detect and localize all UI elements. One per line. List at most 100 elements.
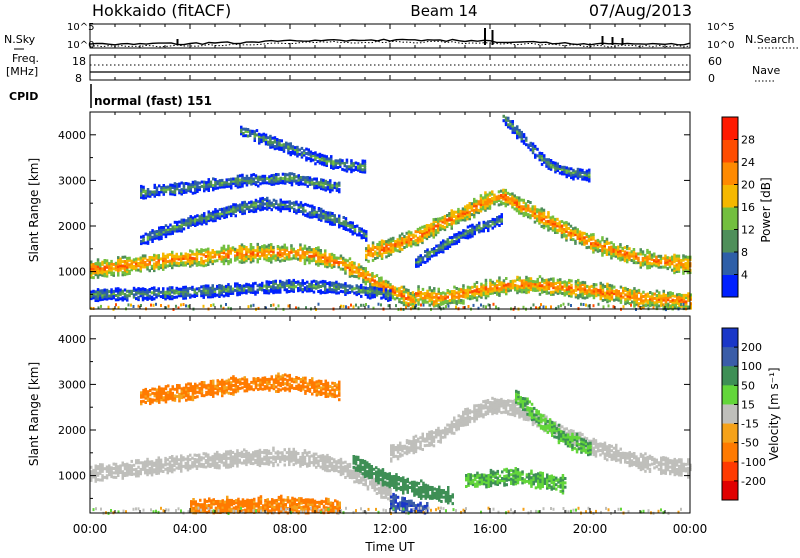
echo-cell	[189, 294, 192, 297]
echo-cell	[196, 181, 199, 184]
echo-cell	[172, 184, 175, 187]
echo-cell	[201, 214, 204, 217]
echo-cell	[174, 221, 177, 224]
echo-cell	[254, 249, 257, 252]
echo-cell	[237, 175, 240, 178]
echo-cell	[669, 291, 672, 294]
echo-cell	[272, 141, 275, 144]
echo-cell	[365, 230, 368, 233]
echo-cell	[631, 290, 634, 293]
echo-cell	[304, 282, 307, 285]
echo-cell	[240, 126, 243, 129]
echo-cell	[142, 235, 145, 238]
echo-cell	[97, 478, 100, 481]
echo-cell	[493, 194, 496, 197]
echo-cell	[316, 211, 319, 214]
echo-cell	[248, 206, 251, 209]
echo-cell	[534, 205, 537, 208]
echo-cell	[469, 202, 472, 205]
echo-cell	[555, 282, 558, 285]
echo-cell	[124, 293, 127, 296]
echo-cell	[347, 289, 350, 292]
echo-cell	[247, 135, 250, 138]
echo-cell	[374, 287, 377, 290]
echo-cell	[525, 276, 528, 279]
echo-cell	[194, 215, 197, 218]
echo-cell	[326, 289, 329, 292]
echo-cell	[453, 233, 456, 236]
echo-cell	[261, 245, 264, 248]
echo-cell	[242, 128, 245, 131]
echo-cell	[315, 247, 318, 250]
echo-cell	[305, 148, 308, 151]
echo-cell	[228, 206, 231, 209]
echo-cell	[173, 255, 176, 258]
echo-cell	[474, 283, 477, 286]
echo-cell	[415, 230, 418, 233]
echo-cell	[101, 463, 104, 466]
echo-cell	[232, 455, 235, 458]
echo-cell	[235, 203, 238, 206]
echo-cell	[133, 464, 136, 467]
echo-cell	[579, 230, 582, 233]
echo-cell	[514, 280, 517, 283]
echo-cell	[142, 287, 145, 290]
echo-cell	[273, 174, 276, 177]
echo-cell	[595, 288, 598, 291]
echo-cell	[516, 196, 519, 199]
echo-cell	[460, 299, 463, 302]
echo-cell	[289, 200, 292, 203]
echo-cell	[191, 257, 194, 260]
echo-cell	[539, 275, 542, 278]
echo-cell	[523, 133, 526, 136]
echo-cell	[259, 449, 262, 452]
near-range-echo	[473, 304, 475, 307]
near-range-echo	[663, 303, 665, 306]
echo-cell	[133, 293, 136, 296]
echo-cell	[572, 227, 575, 230]
echo-cell	[149, 288, 152, 291]
echo-cell	[543, 154, 546, 157]
echo-cell	[606, 238, 609, 241]
echo-cell	[122, 265, 125, 268]
echo-cell	[374, 279, 377, 282]
echo-cell	[471, 290, 474, 293]
echo-cell	[302, 183, 305, 186]
echo-cell	[191, 250, 194, 253]
echo-cell	[399, 234, 402, 237]
echo-cell	[234, 248, 237, 251]
echo-cell	[422, 297, 425, 300]
near-range-echo	[423, 304, 425, 307]
echo-cell	[487, 193, 490, 196]
near-range-echo	[448, 305, 450, 308]
echo-cell	[317, 154, 320, 157]
echo-cell	[465, 289, 468, 292]
echo-cell	[356, 291, 359, 294]
echo-cell	[543, 279, 546, 282]
echo-cell	[620, 292, 623, 295]
echo-cell	[104, 289, 107, 292]
echo-cell	[200, 290, 203, 293]
echo-cell	[279, 280, 282, 283]
echo-cell	[518, 129, 521, 132]
echo-cell	[356, 225, 359, 228]
echo-cell	[500, 194, 503, 197]
echo-cell	[160, 291, 163, 294]
echo-cell	[230, 450, 233, 453]
echo-cell	[456, 233, 459, 236]
echo-cell	[435, 293, 438, 296]
echo-cell	[398, 287, 401, 290]
echo-cell	[550, 291, 553, 294]
echo-cell	[496, 284, 499, 287]
echo-cell	[140, 461, 143, 464]
echo-cell	[281, 252, 284, 255]
echo-cell	[306, 256, 309, 259]
echo-cell	[243, 284, 246, 287]
echo-cell	[642, 257, 645, 260]
echo-cell	[273, 203, 276, 206]
near-range-echo	[560, 304, 562, 307]
echo-cell	[203, 253, 206, 256]
echo-cell	[536, 215, 539, 218]
echo-cell	[446, 218, 449, 221]
echo-cell	[169, 286, 172, 289]
